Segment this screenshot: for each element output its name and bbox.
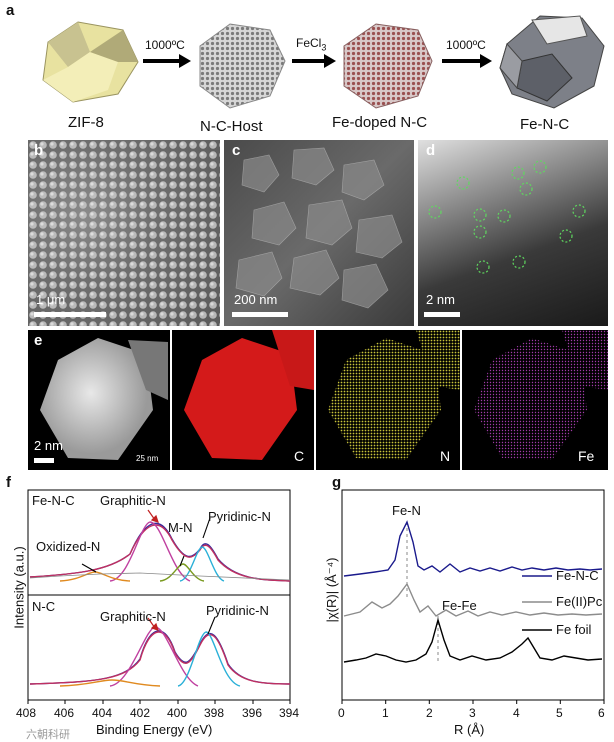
exafs-xtick-2: 2 bbox=[426, 706, 433, 720]
panel-label-d: d bbox=[426, 142, 436, 159]
arrow-3-icon bbox=[442, 54, 492, 68]
exafs-ylabel: |χ(R)| (Å⁻⁴) bbox=[324, 557, 339, 623]
arrow-2-icon bbox=[292, 54, 336, 68]
xps-xtick-7: 394 bbox=[279, 706, 300, 720]
zif8-crystal-image bbox=[42, 21, 139, 103]
annotation-fe-fe: Fe-Fe bbox=[442, 598, 477, 613]
stage-label-fe-doped: Fe-doped N-C bbox=[332, 114, 428, 131]
xps-xtick-6: 396 bbox=[242, 706, 263, 720]
xps-peak-label-pyridinic-top: Pyridinic-N bbox=[208, 509, 271, 524]
stage-label-zif8: ZIF-8 bbox=[68, 114, 104, 131]
scale-bar-d bbox=[424, 312, 460, 317]
scale-bar-e bbox=[34, 458, 54, 463]
series-fe-n-c-line bbox=[343, 520, 603, 577]
xps-peak-label-mn: M-N bbox=[168, 520, 193, 535]
xps-peak-label-pyridinic-bottom: Pyridinic-N bbox=[206, 603, 269, 618]
panel-label-b: b bbox=[34, 142, 44, 159]
xps-bottom-curves bbox=[29, 626, 291, 687]
xps-xtick-2: 404 bbox=[92, 706, 113, 720]
sem-particle-texture bbox=[28, 140, 220, 326]
panel-g-exafs-chart bbox=[341, 489, 605, 704]
xps-peak-label-graphitic-bottom: Graphitic-N bbox=[100, 609, 166, 624]
xps-xtick-5: 398 bbox=[204, 706, 225, 720]
fe-n-c-crystal-image bbox=[499, 15, 605, 109]
arrow-label-2: FeCl3 bbox=[296, 36, 327, 53]
scale-text-c: 200 nm bbox=[234, 292, 278, 307]
exafs-xtick-0: 0 bbox=[338, 706, 345, 720]
xps-peak-arrows bbox=[147, 509, 159, 631]
legend-label-fe-foil: Fe foil bbox=[556, 622, 592, 637]
nc-host-crystal-image bbox=[199, 23, 286, 109]
panel-f-xps-chart bbox=[27, 489, 291, 704]
xps-peak-label-oxidized: Oxidized-N bbox=[36, 539, 101, 554]
element-label-fe: Fe bbox=[578, 448, 595, 464]
xps-xtick-3: 402 bbox=[130, 706, 151, 720]
scale-bar-c bbox=[232, 312, 288, 317]
xps-ylabel: Intensity (a.u.) bbox=[11, 546, 27, 629]
iron-map-shape bbox=[474, 330, 608, 460]
panel-label-c: c bbox=[232, 142, 241, 159]
tem-particle-texture bbox=[235, 147, 403, 309]
exafs-xtick-6: 6 bbox=[598, 706, 605, 720]
legend-label-fe-n-c: Fe-N-C bbox=[556, 568, 599, 583]
arrow-label-3: 1000ºC bbox=[446, 38, 486, 52]
series-fe-foil-line bbox=[343, 617, 603, 663]
xps-xtick-0: 408 bbox=[16, 706, 37, 720]
exafs-xtick-5: 5 bbox=[556, 706, 563, 720]
inset-scale-text-e: 25 nm bbox=[136, 454, 159, 463]
legend-label-feiipc: Fe(II)Pc bbox=[556, 594, 603, 609]
series-feiipc-line bbox=[343, 582, 603, 617]
scale-text-b: 1 μm bbox=[36, 292, 66, 307]
xps-peak-label-graphitic-top: Graphitic-N bbox=[100, 493, 166, 508]
annotation-fe-n: Fe-N bbox=[392, 503, 421, 518]
panel-label-a: a bbox=[6, 2, 15, 19]
scale-bar-b bbox=[34, 312, 106, 317]
panel-label-e: e bbox=[34, 332, 43, 349]
panel-b-sem-image: b 1 μm bbox=[28, 140, 220, 326]
panel-e-iron-map: Fe bbox=[462, 330, 608, 470]
stage-label-fe-n-c: Fe-N-C bbox=[520, 116, 570, 133]
scale-text-d: 2 nm bbox=[426, 292, 455, 307]
exafs-xtick-3: 3 bbox=[469, 706, 476, 720]
nitrogen-map-shape bbox=[328, 330, 460, 460]
watermark-text: 六朝科研 bbox=[26, 729, 70, 741]
panel-label-f: f bbox=[6, 474, 11, 491]
xps-top-sample-label: Fe-N-C bbox=[32, 493, 75, 508]
scale-text-e: 2 nm bbox=[34, 438, 63, 453]
haadf-particle bbox=[40, 338, 168, 460]
xps-xtick-4: 400 bbox=[167, 706, 188, 720]
xps-bottom-sample-label: N-C bbox=[32, 599, 56, 614]
exafs-xtick-1: 1 bbox=[382, 706, 389, 720]
panel-d-haadf-image: d 2 nm bbox=[418, 140, 608, 326]
fe-doped-nc-crystal-image bbox=[343, 23, 433, 109]
xps-xlabel: Binding Energy (eV) bbox=[96, 722, 213, 737]
panel-c-tem-image: c 200 nm bbox=[224, 140, 414, 326]
xps-label-arrows bbox=[81, 517, 216, 635]
stage-label-nc-host: N-C-Host bbox=[200, 118, 263, 135]
panel-label-g: g bbox=[332, 474, 342, 491]
exafs-xtick-4: 4 bbox=[513, 706, 520, 720]
panel-e-carbon-map: C bbox=[172, 330, 314, 470]
element-label-n: N bbox=[440, 448, 451, 464]
arrow-1-icon bbox=[143, 54, 191, 68]
single-atom-markers bbox=[428, 160, 586, 274]
panel-e-nitrogen-map: N bbox=[316, 330, 460, 470]
panel-e-haadf-image: e 2 nm 25 nm bbox=[28, 330, 170, 470]
exafs-xlabel: R (Å) bbox=[454, 722, 485, 737]
arrow-label-1: 1000ºC bbox=[145, 38, 185, 52]
carbon-map-shape bbox=[184, 330, 314, 460]
xps-xtick-1: 406 bbox=[54, 706, 75, 720]
element-label-c: C bbox=[294, 448, 305, 464]
